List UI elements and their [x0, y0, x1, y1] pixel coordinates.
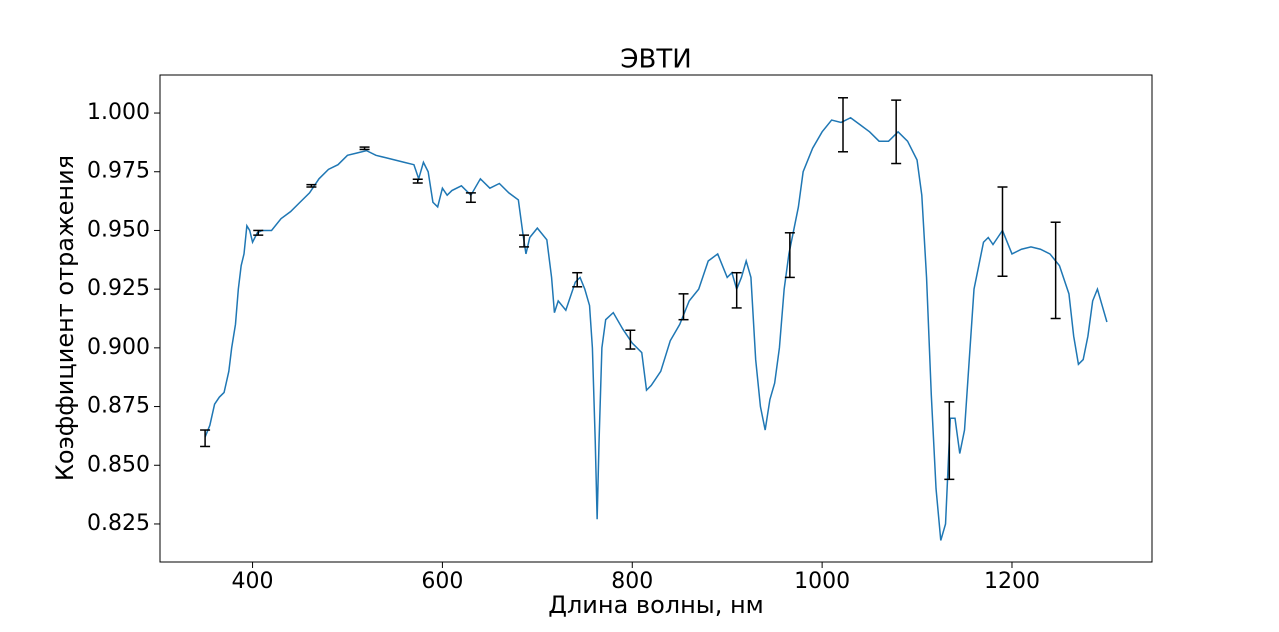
error-bar: [891, 99, 902, 165]
y-tick-label: 0.850: [87, 452, 150, 477]
chart-title: ЭВТИ: [620, 45, 691, 75]
x-tick-label: 400: [232, 569, 274, 594]
error-bar: [1050, 221, 1061, 320]
error-bar: [838, 97, 849, 153]
y-tick-label: 0.925: [87, 276, 150, 301]
error-bar: [625, 329, 636, 350]
y-axis-label: Коэффициент отражения: [51, 155, 79, 481]
y-tick-label: 1.000: [87, 100, 150, 125]
error-bar: [253, 229, 264, 236]
y-tick-label: 0.950: [87, 217, 150, 242]
x-tick-label: 600: [421, 569, 463, 594]
x-axis-label: Длина волны, нм: [548, 591, 764, 619]
x-tick-label: 1200: [984, 569, 1040, 594]
error-bar: [731, 271, 742, 309]
error-bar: [412, 178, 423, 184]
error-bar: [306, 183, 317, 188]
plot-frame: [159, 74, 1153, 563]
y-tick-label: 0.825: [87, 511, 150, 536]
error-bar: [997, 186, 1008, 277]
error-bar: [465, 192, 476, 204]
error-bar: [200, 429, 211, 448]
y-tick-label: 0.900: [87, 335, 150, 360]
error-bar: [944, 401, 955, 481]
error-bar: [519, 234, 530, 248]
error-bar: [784, 232, 795, 279]
error-bar: [359, 146, 370, 151]
y-tick-label: 0.975: [87, 159, 150, 184]
error-bar: [572, 271, 583, 288]
x-tick-label: 1000: [794, 569, 850, 594]
x-tick-label: 800: [611, 569, 653, 594]
error-bar: [678, 293, 689, 321]
y-tick-label: 0.875: [87, 394, 150, 419]
data-line: [204, 116, 1108, 541]
